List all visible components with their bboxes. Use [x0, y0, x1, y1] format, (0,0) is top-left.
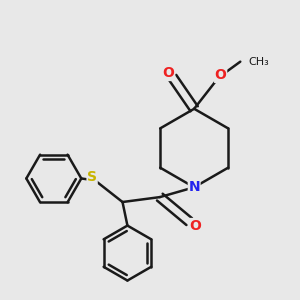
Text: O: O [189, 219, 201, 232]
Text: O: O [163, 66, 175, 80]
Text: O: O [215, 68, 226, 83]
Text: S: S [87, 170, 97, 184]
Text: CH₃: CH₃ [248, 57, 269, 67]
Text: N: N [188, 180, 200, 194]
Text: N: N [188, 180, 200, 194]
